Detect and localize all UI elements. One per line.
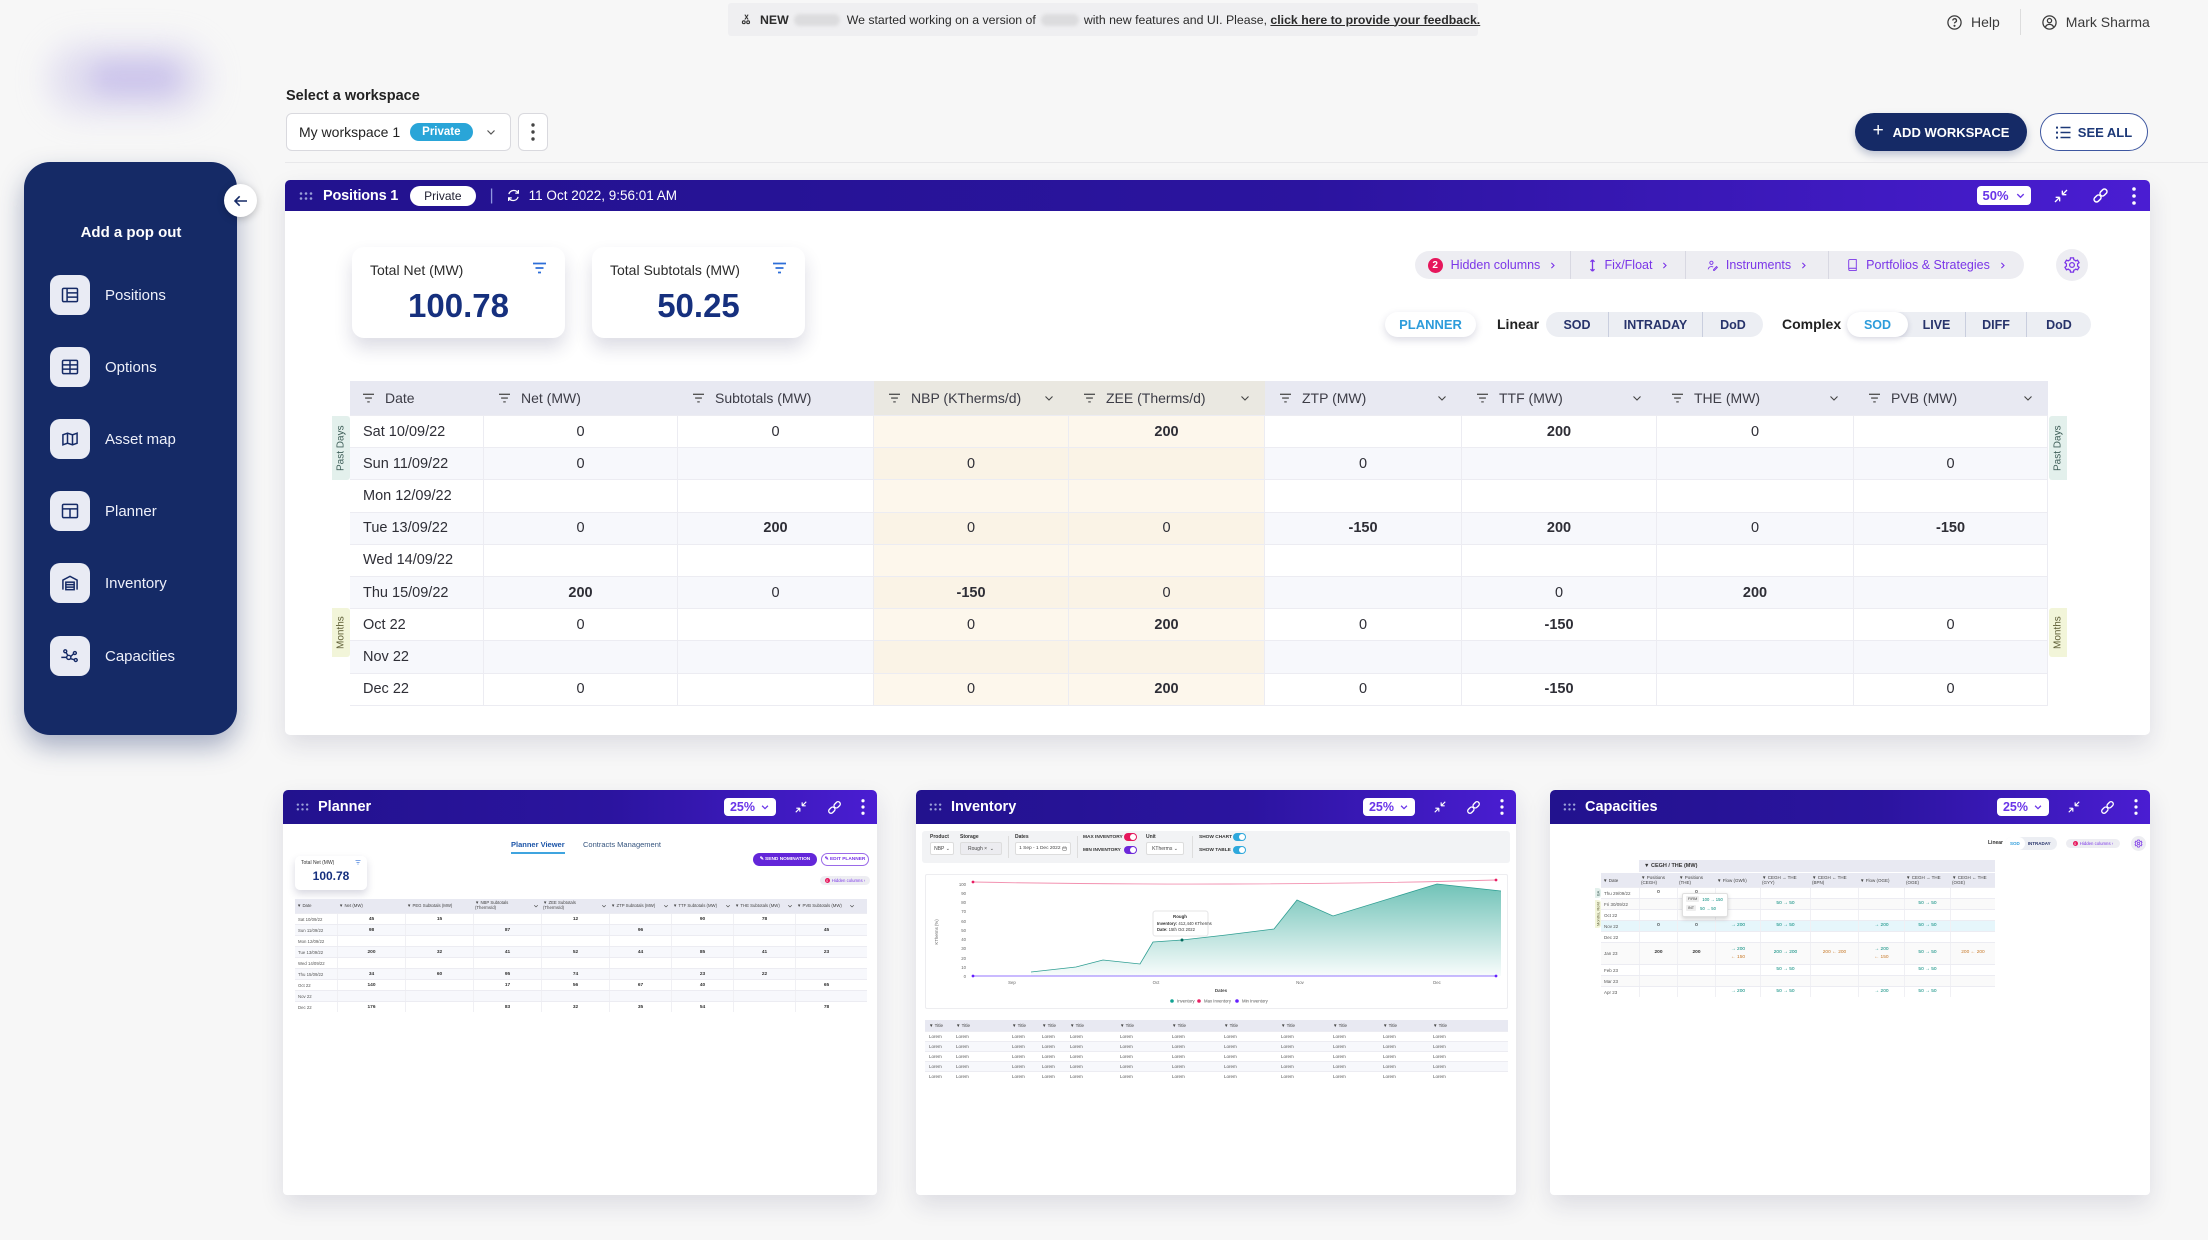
svg-text:70: 70 [961,909,966,914]
svg-text:80: 80 [961,900,966,905]
svg-text:100: 100 [959,882,967,887]
svg-text:30: 30 [961,946,966,951]
svg-text:Dec: Dec [1433,980,1441,985]
svg-text:Date: 15th Oct 2022: Date: 15th Oct 2022 [1157,927,1196,932]
svg-text:Inventory: 412,440 KTherms: Inventory: 412,440 KTherms [1157,921,1212,926]
svg-text:50: 50 [961,928,966,933]
svg-text:Min Inventory: Min Inventory [1242,999,1269,1004]
svg-text:Nov: Nov [1296,980,1304,985]
svg-text:90: 90 [961,891,966,896]
svg-text:40: 40 [961,937,966,942]
svg-text:20: 20 [961,956,966,961]
svg-text:10: 10 [961,965,966,970]
svg-text:KTherms (%): KTherms (%) [934,919,939,945]
svg-text:Sep: Sep [1008,980,1016,985]
svg-text:60: 60 [961,919,966,924]
svg-text:Dates: Dates [1215,988,1228,993]
svg-text:Max Inventory: Max Inventory [1204,999,1232,1004]
svg-text:Rough: Rough [1173,914,1187,919]
svg-text:Inventory: Inventory [1177,999,1196,1004]
svg-text:0: 0 [964,974,967,979]
svg-text:Oct: Oct [1153,980,1160,985]
